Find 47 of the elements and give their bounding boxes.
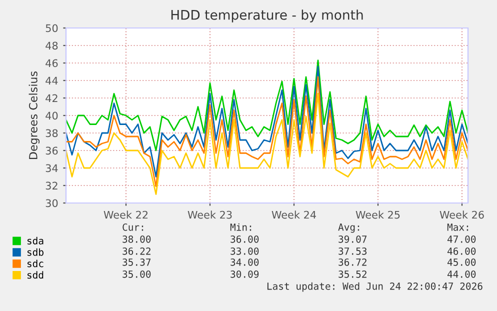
text: 44.00 bbox=[447, 270, 476, 278]
legend-label: sdd bbox=[27, 271, 44, 279]
y-tick-label: 32 bbox=[46, 182, 58, 190]
text: 30.09 bbox=[230, 270, 259, 278]
text: 45.00 bbox=[447, 258, 476, 266]
text: Max: bbox=[447, 224, 468, 231]
y-tick-label: 42 bbox=[46, 94, 58, 102]
line-series bbox=[66, 76, 468, 188]
x-tick-label: Week 24 bbox=[272, 210, 316, 219]
y-tick-label: 38 bbox=[46, 129, 58, 138]
text: Last update: Wed Jun 24 22:00:47 2026 bbox=[267, 282, 482, 292]
y-tick-label: 30 bbox=[46, 199, 58, 208]
x-tick-label: Week 25 bbox=[356, 210, 400, 219]
y-tick-label: 36 bbox=[46, 146, 58, 155]
text: 39.07 bbox=[338, 235, 367, 243]
text: 36.00 bbox=[230, 235, 259, 243]
text: 35.52 bbox=[338, 270, 366, 278]
text: 38.00 bbox=[122, 235, 151, 243]
text: 35.37 bbox=[122, 258, 151, 266]
text: Avg: bbox=[338, 224, 360, 233]
legend-label: sdb bbox=[27, 248, 44, 256]
text: 36.22 bbox=[122, 247, 150, 255]
text: 46.00 bbox=[447, 247, 476, 255]
y-tick-label: 34 bbox=[46, 164, 58, 172]
chart-title: HDD temperature - by month bbox=[171, 10, 363, 22]
legend-label: sdc bbox=[27, 260, 44, 268]
line-series bbox=[66, 92, 468, 195]
text: 34.00 bbox=[230, 258, 259, 266]
y-tick-label: 50 bbox=[46, 24, 58, 32]
y-tick-label: 40 bbox=[46, 112, 58, 120]
text: Cur: bbox=[122, 223, 144, 231]
text: Min: bbox=[230, 223, 252, 231]
text: 47.00 bbox=[447, 235, 476, 243]
x-tick-label: Week 26 bbox=[440, 210, 484, 219]
text: 37.53 bbox=[338, 247, 367, 255]
y-tick-label: 48 bbox=[46, 42, 58, 50]
y-axis-title: Degrees Celsius bbox=[28, 71, 40, 159]
y-tick-label: 44 bbox=[46, 76, 58, 84]
line-series bbox=[66, 66, 468, 178]
text: 33.00 bbox=[230, 247, 259, 255]
y-tick-label: 46 bbox=[46, 59, 58, 68]
x-tick-label: Week 22 bbox=[104, 210, 148, 219]
x-tick-label: Week 23 bbox=[188, 210, 232, 219]
text: 36.72 bbox=[338, 258, 366, 266]
legend-label: sda bbox=[27, 236, 44, 244]
text: 35.00 bbox=[122, 270, 151, 278]
line-series bbox=[66, 60, 468, 152]
